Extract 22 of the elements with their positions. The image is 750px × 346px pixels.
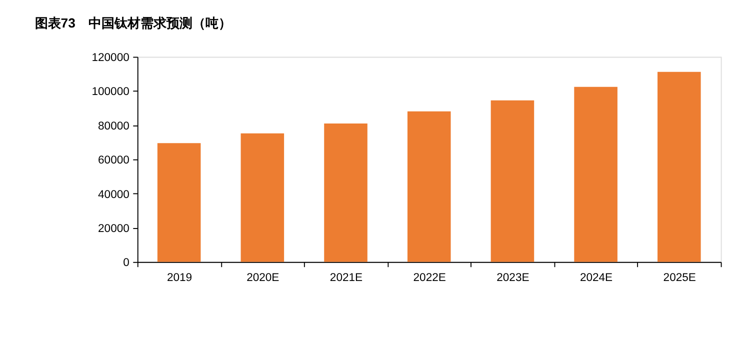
- x-tick-label: 2024E: [580, 272, 614, 284]
- x-tick-label: 2022E: [413, 272, 446, 284]
- bar: [324, 123, 368, 262]
- bar: [157, 143, 201, 262]
- y-tick-label: 20000: [98, 222, 130, 235]
- x-tick-label: 2019: [166, 272, 192, 284]
- bar: [490, 100, 534, 262]
- x-tick-label: 2025E: [663, 272, 696, 284]
- x-tick-label: 2021E: [330, 272, 364, 284]
- x-tick-label: 2020E: [246, 272, 280, 284]
- chart-title: 图表73 中国钛材需求预测（吨）: [34, 16, 232, 31]
- bar: [407, 111, 451, 262]
- y-tick-label: 80000: [98, 120, 130, 132]
- y-tick-label: 0: [123, 257, 130, 270]
- y-tick-label: 40000: [98, 188, 130, 201]
- y-tick-label: 60000: [98, 154, 130, 167]
- bar: [240, 133, 284, 262]
- bar: [574, 86, 618, 262]
- y-tick-label: 120000: [92, 52, 130, 64]
- y-tick-label: 100000: [92, 86, 130, 98]
- x-tick-label: 2023E: [496, 272, 530, 284]
- bar: [658, 72, 701, 262]
